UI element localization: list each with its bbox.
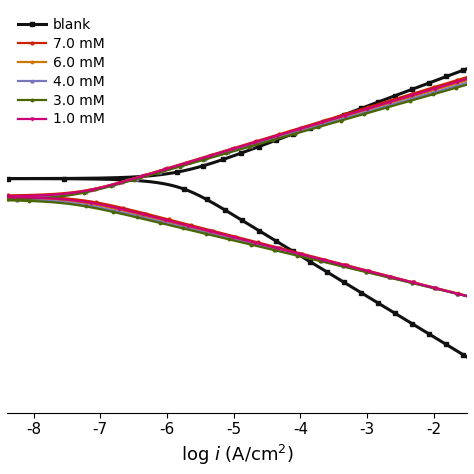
Legend: blank, 7.0 mM, 6.0 mM, 4.0 mM, 3.0 mM, 1.0 mM: blank, 7.0 mM, 6.0 mM, 4.0 mM, 3.0 mM, 1… bbox=[14, 14, 109, 130]
X-axis label: log $i$ (A/cm$^2$): log $i$ (A/cm$^2$) bbox=[181, 443, 293, 467]
